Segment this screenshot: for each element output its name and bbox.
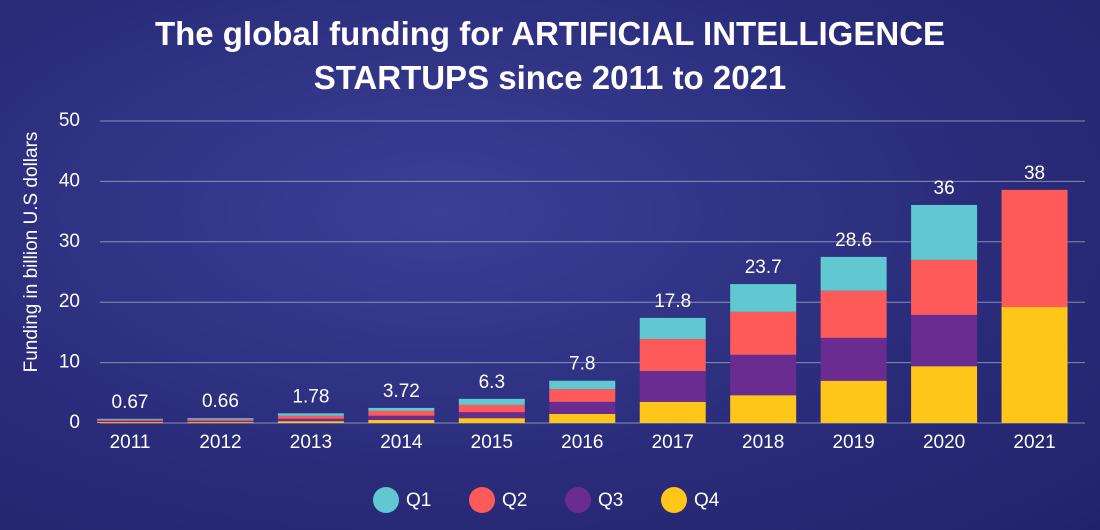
bar-segment — [911, 314, 978, 367]
bar-segment — [368, 419, 435, 423]
bar-segment — [458, 404, 525, 413]
bar-segment — [458, 418, 525, 423]
y-tick-label: 0 — [69, 412, 80, 433]
bar-segment — [820, 380, 887, 423]
x-tick-label: 2016 — [561, 432, 603, 453]
total-label: 3.72 — [383, 381, 420, 402]
y-tick-label: 50 — [59, 110, 80, 131]
legend-label: Q2 — [502, 490, 527, 511]
x-tick-label: 2017 — [652, 432, 694, 453]
bar-segment — [458, 398, 525, 405]
bar-segment — [730, 284, 797, 312]
legend-swatch — [565, 487, 591, 513]
x-tick-label: 2018 — [742, 432, 784, 453]
bar-segment — [549, 401, 616, 414]
bar-segment — [911, 259, 978, 315]
x-tick-label: 2012 — [199, 432, 241, 453]
bar-segment — [97, 420, 163, 423]
x-tick-label: 2013 — [290, 432, 332, 453]
legend-label: Q3 — [598, 490, 623, 511]
y-tick-label: 20 — [59, 291, 80, 312]
bar-segment — [1001, 307, 1068, 423]
total-label: 38 — [1024, 163, 1045, 184]
bar-segment — [368, 410, 435, 416]
bar-segment — [911, 204, 978, 260]
bar-segment — [277, 415, 344, 419]
x-tick-label: 2020 — [923, 432, 965, 453]
bar-segment — [277, 421, 344, 423]
bar-segment — [187, 418, 254, 420]
bar-segment — [368, 415, 435, 420]
bar-segment — [820, 290, 887, 338]
bar-segment — [187, 422, 254, 423]
bar-segment — [639, 317, 706, 340]
legend-label: Q1 — [406, 490, 431, 511]
legend-swatch — [373, 487, 399, 513]
x-tick-label: 2011 — [110, 432, 151, 453]
bar-segment — [277, 418, 344, 422]
total-label: 23.7 — [745, 257, 782, 278]
bar-segment — [639, 371, 706, 402]
y-axis-label: Funding in billion U.S dollars — [21, 132, 42, 373]
x-tick-label: 2015 — [471, 432, 513, 453]
bar-segment — [730, 395, 797, 423]
total-label: 0.67 — [112, 392, 149, 413]
total-label: 6.3 — [479, 372, 505, 393]
bar-segment — [1001, 189, 1068, 308]
bar-segment — [820, 337, 887, 381]
total-label: 28.6 — [835, 230, 872, 251]
x-tick-label: 2021 — [1013, 432, 1055, 453]
total-label: 1.78 — [292, 386, 329, 407]
total-label: 7.8 — [569, 354, 595, 375]
bar-segment — [368, 407, 435, 411]
total-label: 0.66 — [202, 391, 239, 412]
bar-segment — [187, 420, 254, 423]
bar-segment — [549, 413, 616, 423]
y-tick-label: 10 — [59, 352, 80, 373]
y-tick-label: 40 — [59, 170, 80, 191]
legend-swatch — [661, 487, 687, 513]
legend-swatch — [469, 487, 495, 513]
x-tick-label: 2019 — [832, 432, 874, 453]
bar-segment — [458, 412, 525, 419]
bar-segment — [97, 419, 163, 421]
bar-segment — [549, 389, 616, 402]
legend-label: Q4 — [694, 490, 720, 511]
bar-segment — [639, 401, 706, 423]
y-tick-label: 30 — [59, 231, 80, 252]
bar-segment — [911, 366, 978, 423]
total-label: 17.8 — [654, 291, 691, 312]
bar-segment — [97, 422, 163, 423]
bar-segment — [549, 380, 616, 390]
bar-segment — [730, 354, 797, 396]
bar-segment — [639, 339, 706, 372]
bar-segment — [277, 413, 344, 416]
bar-segment — [187, 419, 254, 421]
total-label: 36 — [934, 178, 955, 199]
chart-title: The global funding for ARTIFICIAL INTELL… — [154, 15, 946, 96]
bar-segment — [97, 418, 163, 420]
bar-segment — [820, 256, 887, 291]
x-tick-label: 2014 — [380, 432, 423, 453]
bar-segment — [730, 311, 797, 355]
